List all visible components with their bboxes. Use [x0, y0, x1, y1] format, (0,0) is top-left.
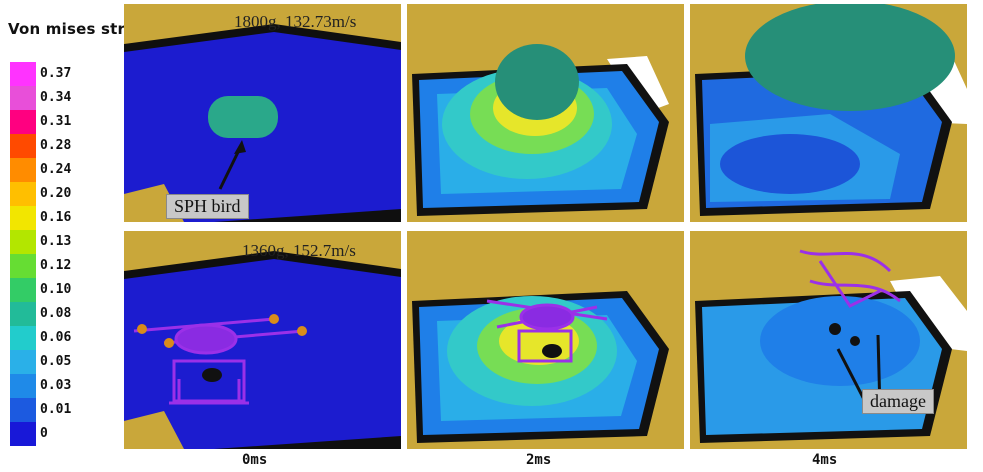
- legend-swatch: [10, 302, 36, 327]
- legend-value: 0.34: [40, 90, 72, 105]
- legend-value: 0.20: [40, 186, 72, 201]
- time-label-0ms: 0ms: [242, 452, 268, 468]
- legend-swatch: [10, 398, 36, 423]
- legend-value: 0.31: [40, 114, 72, 129]
- legend-value: 0.12: [40, 258, 72, 273]
- legend-swatch: [10, 158, 36, 183]
- legend-title: Von mises stress: [8, 20, 154, 38]
- legend-value: 0.28: [40, 138, 72, 153]
- legend-swatch: [10, 350, 36, 375]
- legend-swatch: [10, 182, 36, 207]
- legend-swatch: [10, 278, 36, 303]
- legend-swatch: [10, 422, 36, 446]
- color-scale-bar: [10, 62, 36, 446]
- legend-swatch: [10, 110, 36, 135]
- legend-value: 0.13: [40, 234, 72, 249]
- legend-value: 0.01: [40, 402, 72, 417]
- sph-bird-debris: [495, 44, 579, 120]
- legend-value: 0.05: [40, 354, 72, 369]
- legend-value: 0.06: [40, 330, 72, 345]
- sph-bird-splash: [745, 4, 955, 111]
- legend-value: 0: [40, 426, 48, 441]
- legend-value: 0.16: [40, 210, 72, 225]
- drone-fragments: [799, 249, 901, 308]
- legend-value: 0.10: [40, 282, 72, 297]
- drone-model: [133, 317, 305, 405]
- legend-value: 0.03: [40, 378, 72, 393]
- legend-value: 0.08: [40, 306, 72, 321]
- legend-value: 0.37: [40, 66, 72, 81]
- legend-swatch: [10, 206, 36, 231]
- legend-value: 0.24: [40, 162, 72, 177]
- legend-swatch: [10, 62, 36, 87]
- panel-drone-4ms: damage: [690, 231, 967, 449]
- panel-bird-0ms: 1800g, 132.73m/s SPH bird: [124, 4, 401, 222]
- time-label-4ms: 4ms: [812, 452, 838, 468]
- sph-bird-shape: [208, 96, 278, 138]
- legend-swatch: [10, 134, 36, 159]
- case-label-1800g: 1800g, 132.73m/s: [234, 12, 357, 31]
- panel-drone-0ms: 1360g, 152.7m/s: [124, 231, 401, 449]
- legend-swatch: [10, 374, 36, 399]
- sph-bird-callout: SPH bird: [166, 194, 249, 219]
- panel-drone-2ms: [407, 231, 684, 449]
- damage-callout: damage: [862, 389, 934, 414]
- panel-bird-4ms: [690, 4, 967, 222]
- case-label-1360g: 1360g, 152.7m/s: [242, 241, 356, 260]
- legend-swatch: [10, 254, 36, 279]
- time-label-2ms: 2ms: [526, 452, 552, 468]
- legend-swatch: [10, 326, 36, 351]
- legend-swatch: [10, 86, 36, 111]
- drone-impact: [486, 299, 608, 363]
- panel-bird-2ms: [407, 4, 684, 222]
- legend-swatch: [10, 230, 36, 255]
